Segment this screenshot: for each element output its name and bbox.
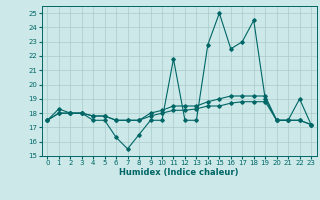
X-axis label: Humidex (Indice chaleur): Humidex (Indice chaleur) (119, 168, 239, 177)
